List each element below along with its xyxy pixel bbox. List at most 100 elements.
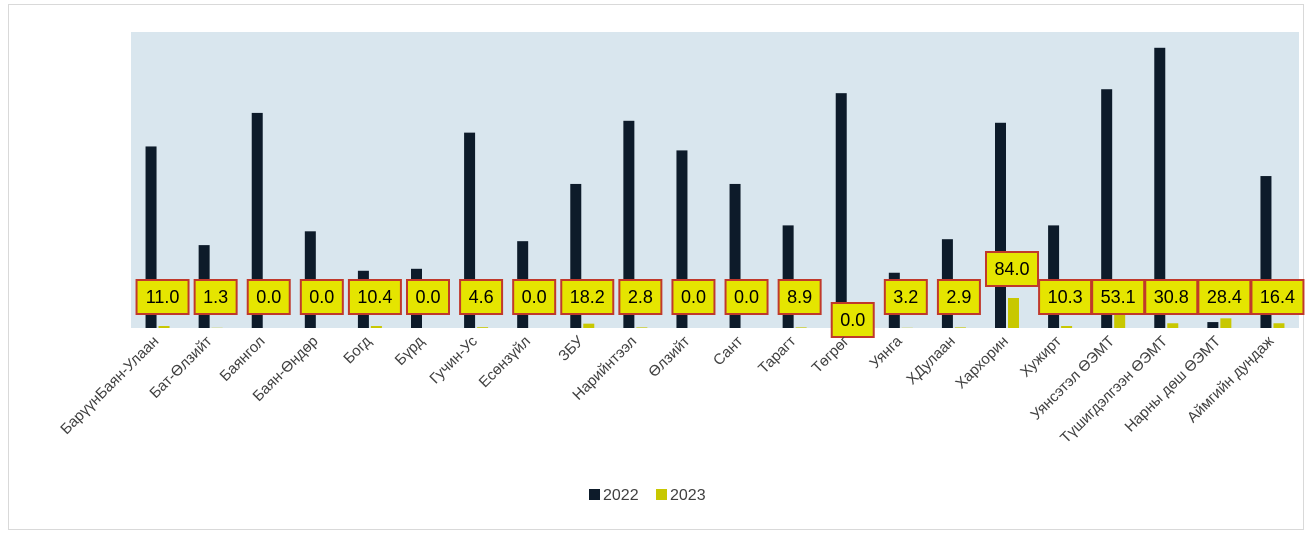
data-label-box: [1038, 279, 1093, 315]
category-label: Баянгол: [217, 333, 269, 385]
bar-2023: [370, 326, 382, 328]
data-label-box: [777, 279, 822, 315]
bar-2022: [676, 150, 688, 328]
data-label-text: 10.4: [357, 287, 392, 307]
data-label-text: 28.4: [1207, 287, 1242, 307]
chart-frame: 11.0 1.3 0.0 0.0 10.4 0.0 4.6 0.0 18.2 2.8 0.0 0.0 8…: [8, 4, 1305, 530]
bar-2022: [995, 122, 1006, 328]
data-label: 0.0: [671, 279, 716, 315]
bar-2023: [636, 327, 648, 328]
bar-2022: [1260, 176, 1272, 328]
data-label-box: [406, 279, 450, 315]
data-label-text: 0.0: [734, 287, 759, 307]
bar-2022: [1207, 322, 1219, 328]
data-label: 84.0: [985, 251, 1039, 287]
bar-chart: 11.0 1.3 0.0 0.0 10.4 0.0 4.6 0.0 18.2 2.8 0.0 0.0 8…: [57, 32, 1305, 504]
category-label: Тарагт: [755, 333, 800, 378]
data-label-box: [830, 302, 875, 338]
legend-label: 2023: [670, 487, 706, 504]
data-label-box: [246, 279, 291, 315]
bar-2022: [623, 120, 635, 328]
bar-2022: [1154, 47, 1166, 328]
bar-2022: [835, 93, 847, 328]
category-label: Сант: [710, 333, 747, 370]
legend-label: 2022: [603, 487, 639, 504]
data-label-text: 3.2: [893, 287, 918, 307]
legend: 2022 2023: [589, 487, 706, 504]
data-label: 53.1: [1091, 279, 1146, 315]
data-label: 4.6: [459, 279, 504, 315]
category-label: ХДулаан: [903, 333, 958, 388]
legend-swatch: [656, 489, 667, 500]
data-label-box: [1250, 279, 1305, 315]
data-label-box: [299, 279, 344, 315]
data-label: 2.9: [936, 279, 981, 315]
category-label: ЗБУ: [555, 332, 587, 364]
data-label-box: [1144, 279, 1199, 315]
data-label: 30.8: [1144, 279, 1199, 315]
data-label-text: 0.0: [415, 287, 440, 307]
data-label-text: 2.9: [946, 287, 971, 307]
bar-2022: [729, 183, 741, 328]
category-label: Хужирт: [1017, 333, 1065, 381]
data-label-text: 18.2: [570, 287, 605, 307]
data-label-text: 0.0: [840, 310, 865, 330]
bar-2023: [1273, 323, 1285, 328]
data-label-box: [1091, 279, 1146, 315]
bar-2022: [782, 225, 794, 328]
data-label: 2.8: [618, 279, 663, 315]
data-label-text: 0.0: [309, 287, 334, 307]
data-label-box: [883, 279, 928, 315]
bar-2022: [251, 112, 263, 328]
data-label-box: [1197, 279, 1252, 315]
data-label-box: [936, 279, 981, 315]
data-label-box: [512, 279, 557, 315]
data-label: 0.0: [830, 302, 875, 338]
category-label: БарүүнБаян-Улаан: [57, 333, 162, 438]
data-label-text: 16.4: [1260, 287, 1295, 307]
bar-2023: [1114, 311, 1126, 328]
bar-2023: [1167, 323, 1179, 328]
category-label: Өлзийт: [645, 333, 693, 381]
data-label-box: [671, 279, 716, 315]
bar-2023: [1220, 318, 1232, 328]
bar-2022: [464, 132, 476, 328]
bar-2023: [1061, 326, 1073, 328]
data-label: 18.2: [560, 279, 615, 315]
data-label-text: 1.3: [203, 287, 228, 307]
data-label: 16.4: [1250, 279, 1305, 315]
data-label: 11.0: [135, 279, 190, 315]
data-label-box: [724, 279, 769, 315]
bar-2023: [477, 327, 489, 328]
data-label: 0.0: [406, 279, 450, 315]
category-label: Уянга: [866, 332, 906, 372]
data-label: 28.4: [1197, 279, 1252, 315]
data-label-text: 2.8: [628, 287, 653, 307]
data-label-box: [459, 279, 504, 315]
data-label-box: [135, 279, 190, 315]
data-label: 1.3: [193, 279, 238, 315]
category-label: Төгрөг: [809, 332, 853, 376]
data-label: 10.3: [1038, 279, 1093, 315]
category-label: Богд: [340, 333, 375, 368]
data-label-text: 10.3: [1048, 287, 1083, 307]
data-label-text: 0.0: [522, 287, 547, 307]
data-label-box: [347, 279, 402, 315]
category-label: Хархорин: [952, 333, 1012, 393]
bar-2023: [158, 326, 170, 328]
data-label: 0.0: [724, 279, 769, 315]
data-label-box: [560, 279, 615, 315]
data-label-box: [193, 279, 238, 315]
data-label-text: 0.0: [681, 287, 706, 307]
bar-2023: [583, 323, 595, 328]
data-label: 8.9: [777, 279, 822, 315]
data-label: 3.2: [883, 279, 928, 315]
data-label-text: 84.0: [994, 259, 1029, 279]
data-label-text: 53.1: [1101, 287, 1136, 307]
data-label: 10.4: [347, 279, 402, 315]
bar-2022: [145, 146, 157, 328]
bar-2023: [795, 327, 807, 328]
legend-swatch: [589, 489, 600, 500]
category-label: Есөнзүйл: [476, 333, 534, 391]
bar-2022: [570, 183, 582, 328]
